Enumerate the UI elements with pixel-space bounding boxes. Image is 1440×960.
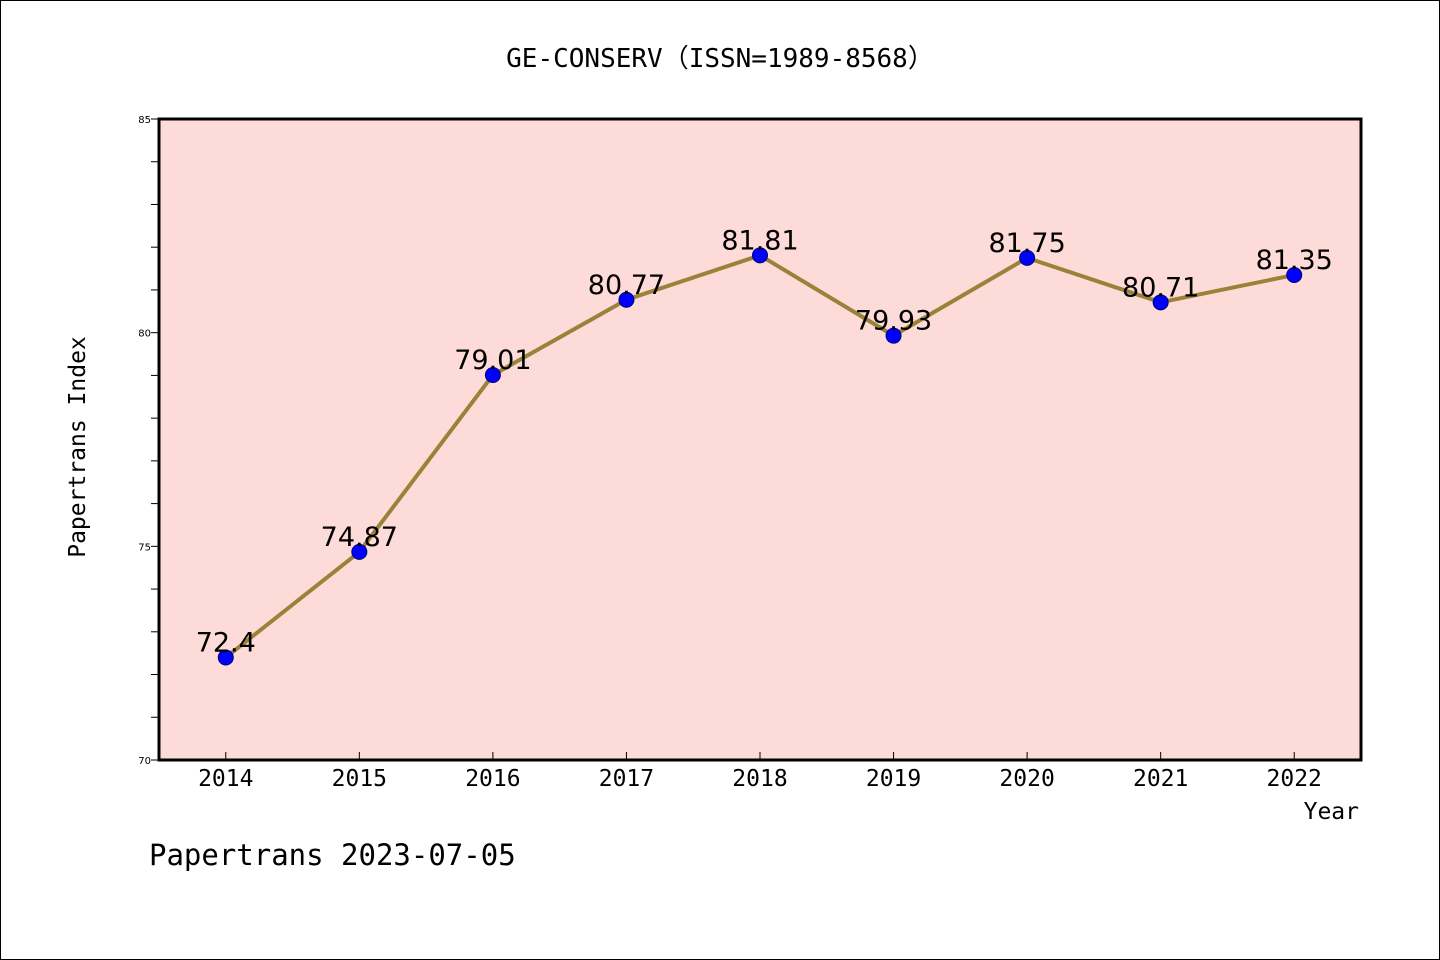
footer-text: Papertrans 2023-07-05 <box>149 838 516 872</box>
data-label: 74.87 <box>321 522 398 553</box>
plot-area <box>157 117 1363 762</box>
data-point <box>1286 266 1303 283</box>
y-tick-label: 70 <box>138 756 151 767</box>
x-axis: 2014 2015 2016 2017 2018 2019 2020 2021 2022 <box>198 752 1322 792</box>
data-label: 79.01 <box>454 345 531 376</box>
data-points <box>217 247 1303 666</box>
data-label: 80.77 <box>588 270 665 301</box>
data-point <box>1152 294 1169 311</box>
data-label: 80.71 <box>1122 272 1199 303</box>
data-label: 81.81 <box>721 225 798 256</box>
y-axis-label: Papertrans Index <box>65 336 91 558</box>
data-label: 72.4 <box>196 627 256 658</box>
y-tick-label: 75 <box>138 542 151 553</box>
data-label: 81.35 <box>1256 245 1333 276</box>
x-tick-label: 2015 <box>332 766 387 792</box>
data-point <box>1019 249 1036 266</box>
data-point <box>484 366 501 383</box>
data-labels: 72.4 74.87 79.01 80.77 81.81 79.93 81.75 80.71 8… <box>196 225 1333 658</box>
x-tick-label: 2021 <box>1133 766 1188 792</box>
x-tick-label: 2019 <box>866 766 921 792</box>
chart-title: GE-CONSERV（ISSN=1989-8568） <box>506 44 934 74</box>
y-axis: 70 75 80 85 <box>138 115 159 767</box>
x-axis-label: Year <box>1304 799 1359 825</box>
data-point <box>618 291 635 308</box>
x-tick-label: 2022 <box>1267 766 1322 792</box>
data-label: 81.75 <box>988 228 1065 259</box>
y-tick-label: 85 <box>138 115 151 126</box>
x-tick-label: 2017 <box>599 766 654 792</box>
data-point <box>885 327 902 344</box>
data-label: 79.93 <box>855 306 932 337</box>
y-tick-label: 80 <box>138 329 151 340</box>
data-point <box>217 649 234 666</box>
data-point <box>752 247 768 264</box>
x-tick-label: 2020 <box>999 766 1054 792</box>
x-tick-label: 2018 <box>732 766 787 792</box>
x-tick-label: 2016 <box>465 766 520 792</box>
data-point <box>351 543 368 560</box>
x-tick-label: 2014 <box>198 766 253 792</box>
